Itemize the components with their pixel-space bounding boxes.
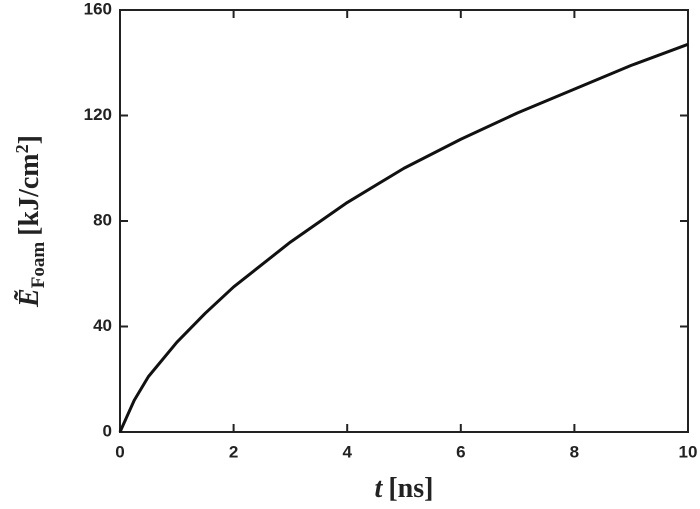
plot-frame <box>119 9 689 433</box>
x-label-symbol: t <box>375 473 384 504</box>
x-label-unit: [ns] <box>388 473 433 504</box>
y-label-subscript: Foam <box>28 242 49 289</box>
x-tick-label: 6 <box>456 442 465 461</box>
data-line <box>118 42 689 433</box>
x-tick-label: 2 <box>229 442 238 461</box>
y-tick-label: 80 <box>93 210 112 229</box>
y-tick-label: 120 <box>84 105 112 124</box>
y-label-exponent: 2 <box>12 144 32 153</box>
y-label-symbol: Ẽ <box>14 288 45 308</box>
y-label-unit: [kJ/cm <box>14 153 45 235</box>
y-tick-label: 40 <box>93 316 112 335</box>
x-axis-label: t [ns] <box>375 473 434 504</box>
y-tick-label: 160 <box>84 0 112 18</box>
x-tick-label: 0 <box>115 442 124 461</box>
y-tick-label: 0 <box>103 421 112 440</box>
y-label-close: ] <box>14 135 45 144</box>
y-axis-label: ẼFoam [kJ/cm2] <box>12 135 49 308</box>
x-tick-label: 4 <box>342 442 352 461</box>
x-tick-label: 10 <box>679 442 698 461</box>
x-tick-label: 8 <box>570 442 579 461</box>
